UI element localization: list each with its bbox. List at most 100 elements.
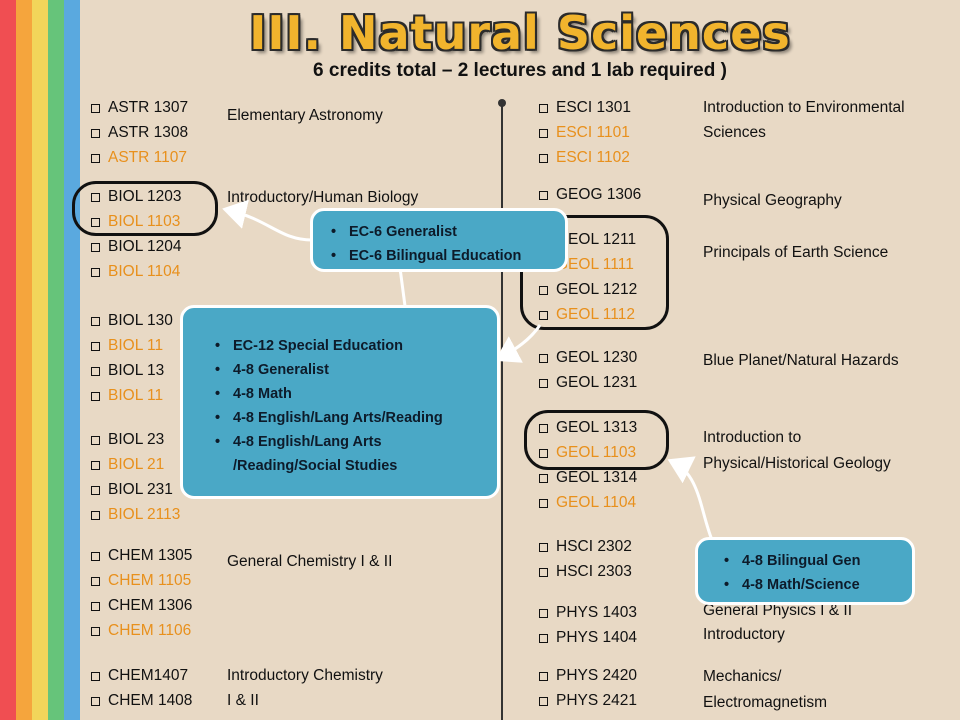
course-item: GEOL 1212 [539, 281, 637, 299]
callout-main: EC-12 Special Education 4-8 Generalist 4… [180, 305, 500, 499]
stripe-red [0, 0, 16, 720]
checkbox-icon [91, 435, 100, 445]
course-code: CHEM 1105 [108, 572, 192, 589]
callout-bilingual: 4-8 Bilingual Gen 4-8 Math/Science [695, 537, 915, 605]
checkbox-icon [539, 473, 548, 483]
course-item: BIOL 130 [91, 312, 173, 330]
desc-mechanics-1: Mechanics/ [703, 668, 782, 685]
checkbox-icon [539, 190, 548, 200]
callout-bilingual-item: 4-8 Bilingual Gen [724, 549, 902, 573]
arrow-bilingual [667, 456, 714, 541]
callout-main-item: 4-8 English/Lang Arts/Reading/Social Stu… [215, 430, 487, 478]
course-item: BIOL 13 [91, 362, 164, 380]
course-code: GEOL 1313 [556, 419, 638, 436]
course-code: PHYS 2421 [556, 692, 637, 709]
checkbox-icon [91, 242, 100, 252]
callout-ec6-item: EC-6 Generalist [331, 220, 555, 244]
checkbox-icon [91, 626, 100, 636]
desc-biology: Introductory/Human Biology [227, 189, 419, 206]
course-code: GEOL 1230 [556, 349, 638, 366]
desc-blue-planet: Blue Planet/Natural Hazards [703, 352, 899, 369]
callout-main-item: 4-8 Generalist [215, 358, 487, 382]
callout-main-item-line1: 4-8 English/Lang Arts [233, 434, 382, 450]
course-code: BIOL 130 [108, 312, 173, 329]
course-item: PHYS 1403 [539, 604, 637, 622]
course-item: BIOL 231 [91, 481, 173, 499]
course-item: BIOL 11 [91, 387, 163, 405]
stripe-green [48, 0, 64, 720]
course-code: BIOL 1204 [108, 238, 182, 255]
checkbox-icon [539, 567, 548, 577]
desc-gen-chem: General Chemistry I & II [227, 553, 393, 570]
checkbox-icon [539, 153, 548, 163]
rainbow-stripes [0, 0, 84, 720]
highlight-ring-geol-12 [520, 215, 669, 330]
checkbox-icon [539, 353, 548, 363]
checkbox-icon [91, 551, 100, 561]
course-code: ASTR 1107 [108, 149, 187, 166]
course-code: CHEM 1305 [108, 547, 193, 564]
course-item: BIOL 1104 [91, 263, 180, 281]
course-code: HSCI 2303 [556, 563, 632, 580]
checkbox-icon [91, 601, 100, 611]
checkbox-icon [539, 103, 548, 113]
checkbox-icon [91, 576, 100, 586]
checkbox-icon [539, 633, 548, 643]
course-item: GEOL 1104 [539, 494, 636, 512]
arrow-main [494, 324, 542, 363]
checkbox-icon [91, 128, 100, 138]
callout-main-item: 4-8 English/Lang Arts/Reading [215, 406, 487, 430]
course-item: ESCI 1102 [539, 149, 630, 167]
course-item: PHYS 2420 [539, 667, 637, 685]
course-item: BIOL 11 [91, 337, 163, 355]
course-code: GEOL 1104 [556, 494, 637, 511]
course-code: HSCI 2302 [556, 538, 632, 555]
desc-env-sci-1: Introduction to Environmental [703, 99, 905, 116]
course-item: GEOL 1231 [539, 374, 637, 392]
course-item: GEOL 1314 [539, 469, 637, 487]
course-item: GEOG 1306 [539, 186, 641, 204]
checkbox-icon [91, 103, 100, 113]
course-item: HSCI 2303 [539, 563, 632, 581]
callout-main-item: EC-12 Special Education [215, 334, 487, 358]
callout-ec6-item: EC-6 Bilingual Education [331, 244, 555, 268]
course-code: GEOG 1306 [556, 186, 642, 203]
course-code: BIOL 13 [108, 362, 165, 379]
connector-ec6-main [398, 267, 407, 307]
checkbox-icon [539, 542, 548, 552]
course-code: ESCI 1102 [556, 149, 630, 166]
course-code: ASTR 1308 [108, 124, 189, 141]
course-code: GEOL 1112 [556, 306, 635, 323]
checkbox-icon [91, 316, 100, 326]
course-code: GEOL 1111 [556, 256, 634, 273]
course-code: GEOL 1211 [556, 231, 637, 248]
desc-env-sci-2: Sciences [703, 124, 766, 141]
course-code: PHYS 2420 [556, 667, 637, 684]
course-code: BIOL 2113 [108, 506, 181, 523]
desc-intro-chem-2: I & II [227, 692, 259, 709]
desc-gen-phys-1: General Physics I & II [703, 602, 853, 619]
desc-geology-1: Introduction to [703, 429, 802, 446]
course-code: BIOL 21 [108, 456, 165, 473]
checkbox-icon [539, 498, 548, 508]
course-code: ASTR 1307 [108, 99, 189, 116]
course-code: PHYS 1404 [556, 629, 637, 646]
course-item: PHYS 1404 [539, 629, 637, 647]
course-code: CHEM1407 [108, 667, 189, 684]
course-item: ASTR 1307 [91, 99, 188, 117]
checkbox-icon [91, 391, 100, 401]
checkbox-icon [91, 696, 100, 706]
course-code: GEOL 1212 [556, 281, 638, 298]
divider-dot [498, 99, 506, 107]
checkbox-icon [539, 696, 548, 706]
course-code: BIOL 11 [108, 337, 164, 354]
course-code: BIOL 1103 [108, 213, 181, 230]
desc-gen-phys-2: Introductory [703, 626, 785, 643]
course-item: ASTR 1308 [91, 124, 188, 142]
course-item: GEOL 1230 [539, 349, 637, 367]
course-code: BIOL 11 [108, 387, 164, 404]
checkbox-icon [91, 153, 100, 163]
highlight-ring-biol [72, 181, 218, 236]
callout-main-item: 4-8 Math [215, 382, 487, 406]
desc-phys-geog: Physical Geography [703, 192, 842, 209]
